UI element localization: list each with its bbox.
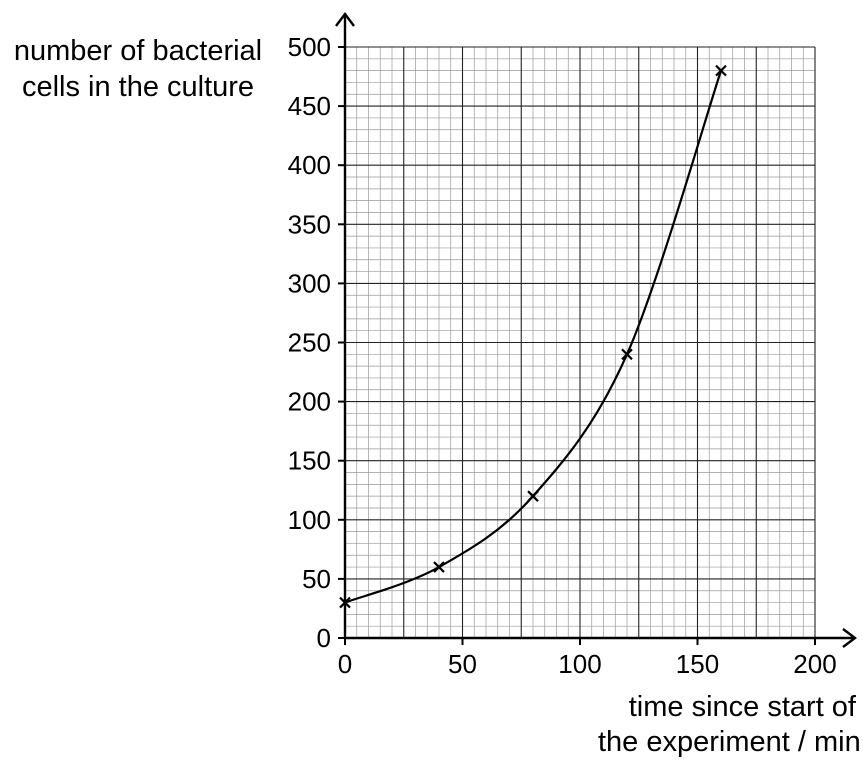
y-tick-label: 300 — [288, 268, 331, 298]
x-tick-label: 150 — [676, 649, 719, 679]
x-axis-label-line-2: the experiment / min — [598, 726, 861, 758]
y-tick-label: 400 — [288, 150, 331, 180]
y-tick-label: 150 — [288, 446, 331, 476]
x-axis-label-line-1: time since start of — [629, 691, 857, 723]
y-tick-label: 500 — [288, 32, 331, 62]
cross-stroke — [433, 561, 445, 573]
y-tick-label: 250 — [288, 328, 331, 358]
cross-stroke — [715, 64, 727, 77]
data-point-cross — [715, 64, 727, 77]
cross-stroke — [527, 490, 539, 502]
data-points — [339, 64, 727, 609]
axes — [335, 12, 857, 648]
y-tick-label: 100 — [288, 505, 331, 535]
y-tick-label: 50 — [302, 564, 331, 594]
y-axis-label-line-2: cells in the culture — [22, 71, 254, 103]
y-tick-label: 0 — [317, 623, 331, 653]
y-tick-label: 200 — [288, 387, 331, 417]
x-axis-arrowhead — [842, 628, 857, 648]
y-axis-label-line-1: number of bacterial — [14, 35, 262, 67]
x-tick-label: 0 — [338, 649, 352, 679]
data-point-cross — [433, 561, 445, 573]
x-tick-labels: 0 50 100 150 200 — [338, 649, 837, 679]
cross-stroke — [621, 348, 633, 361]
y-axis-arrowhead — [335, 12, 355, 27]
cross-stroke — [339, 596, 351, 609]
growth-curve — [344, 70, 723, 604]
data-point-cross — [339, 596, 351, 609]
y-tick-labels: 0 50 100 150 200 250 300 350 400 450 500 — [288, 32, 331, 653]
x-tick-label: 200 — [793, 649, 836, 679]
data-point-cross — [621, 348, 633, 361]
y-tick-label: 450 — [288, 91, 331, 121]
y-tick-label: 350 — [288, 209, 331, 239]
x-tick-label: 100 — [558, 649, 601, 679]
data-point-cross — [527, 490, 539, 502]
x-tick-label: 50 — [448, 649, 477, 679]
